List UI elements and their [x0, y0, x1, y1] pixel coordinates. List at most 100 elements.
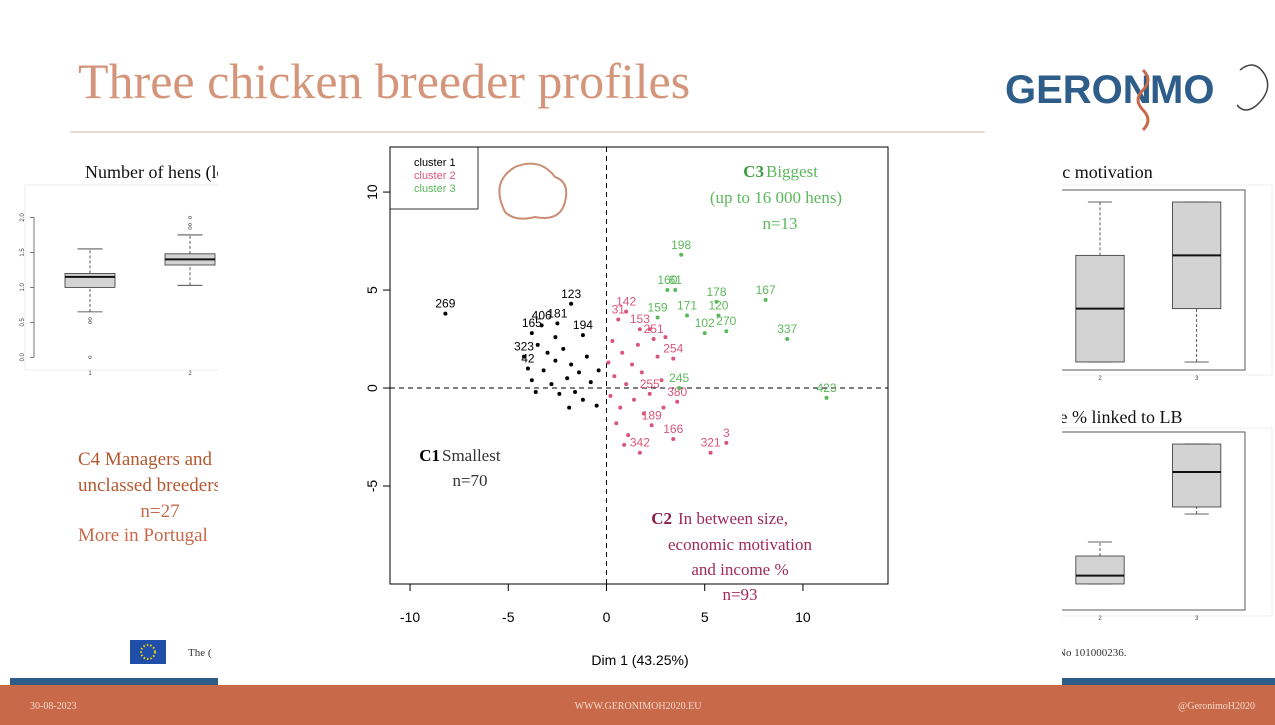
box [1076, 556, 1124, 584]
point [638, 451, 642, 455]
point [785, 337, 789, 341]
footer-stripe [1062, 678, 1275, 685]
point [624, 382, 628, 386]
point-label: 198 [671, 238, 691, 252]
c4-n: n=27 [140, 501, 179, 522]
point [620, 351, 624, 355]
point [549, 382, 553, 386]
slide: Three chicken breeder profiles GERON MO … [0, 0, 1275, 725]
c2-text: and income % [691, 560, 788, 579]
point [589, 380, 593, 384]
y-tick-label: 1.5 [20, 248, 26, 257]
point [585, 355, 589, 359]
x-tick-label: 5 [701, 609, 709, 625]
point-label: 171 [677, 299, 697, 313]
point [577, 370, 581, 374]
title: Three chicken breeder profiles [78, 53, 690, 109]
point [616, 317, 620, 321]
point [685, 314, 689, 318]
point [764, 298, 768, 302]
legend-label: cluster 3 [414, 183, 456, 195]
point [618, 406, 622, 410]
point [614, 421, 618, 425]
footer-stripe [10, 678, 218, 685]
point-label: 102 [695, 316, 715, 330]
point [724, 329, 728, 333]
logo-left: GERON [1005, 68, 1152, 112]
point-label: 123 [561, 287, 581, 301]
scatter-panel [218, 140, 1062, 685]
point [534, 390, 538, 394]
point [557, 392, 561, 396]
c2-text: economic motivation [668, 535, 812, 554]
y-tick-label: 10 [364, 184, 380, 200]
point [542, 368, 546, 372]
point [640, 370, 644, 374]
point [565, 376, 569, 380]
point [724, 441, 728, 445]
point-label: 245 [669, 371, 689, 385]
point [555, 321, 559, 325]
point-label: 167 [756, 283, 776, 297]
x-tick-label: 0 [603, 609, 611, 625]
c3-n: n=13 [762, 214, 797, 233]
c4-note: More in Portugal [78, 525, 208, 546]
legend-label: cluster 2 [414, 170, 456, 182]
point-label: 61 [669, 273, 683, 287]
point [630, 363, 634, 367]
point [567, 406, 571, 410]
y-tick-label: 0.5 [20, 318, 26, 327]
point [656, 355, 660, 359]
point [536, 343, 540, 347]
c3-text: Biggest [766, 162, 818, 181]
point [612, 374, 616, 378]
point-label: 166 [663, 422, 683, 436]
point [569, 302, 573, 306]
y-tick-label: 0.0 [20, 352, 26, 361]
point-label: 178 [706, 285, 726, 299]
point [652, 337, 656, 341]
point [581, 333, 585, 337]
x-tick-label: -10 [400, 609, 420, 625]
c1-text: Smallest [442, 446, 501, 465]
point [610, 339, 614, 343]
x-tick-label: 10 [795, 609, 811, 625]
point [661, 406, 665, 410]
point [703, 331, 707, 335]
point [573, 390, 577, 394]
box [65, 273, 115, 287]
point [648, 392, 652, 396]
c1-tag: C1 [419, 446, 440, 465]
box [1173, 444, 1221, 507]
point-label: 380 [667, 385, 687, 399]
point-label: 181 [547, 306, 567, 320]
point [530, 331, 534, 335]
point-label: 342 [630, 436, 650, 450]
point [677, 386, 681, 390]
point [656, 315, 660, 319]
point [663, 335, 667, 339]
point-label: 31 [612, 302, 626, 316]
c3-text: (up to 16 000 hens) [710, 188, 842, 207]
c1-n: n=70 [452, 471, 487, 490]
point-label: 321 [701, 436, 721, 450]
box-title: Number of hens (log) [85, 162, 240, 183]
point [671, 357, 675, 361]
point [608, 394, 612, 398]
point [626, 433, 630, 437]
footer-date: 30-08-2023 [30, 701, 77, 712]
point [561, 347, 565, 351]
footer-handle[interactable]: @GeronimoH2020 [1178, 701, 1255, 712]
point [606, 361, 610, 365]
point [597, 368, 601, 372]
point-label: 254 [663, 342, 683, 356]
point-label: 269 [435, 297, 455, 311]
footer-website[interactable]: WWW.GERONIMOH2020.EU [575, 701, 703, 712]
point [648, 327, 652, 331]
point [553, 335, 557, 339]
point [526, 366, 530, 370]
point [673, 288, 677, 292]
point-label: 120 [708, 299, 728, 313]
point [581, 398, 585, 402]
point [709, 451, 713, 455]
